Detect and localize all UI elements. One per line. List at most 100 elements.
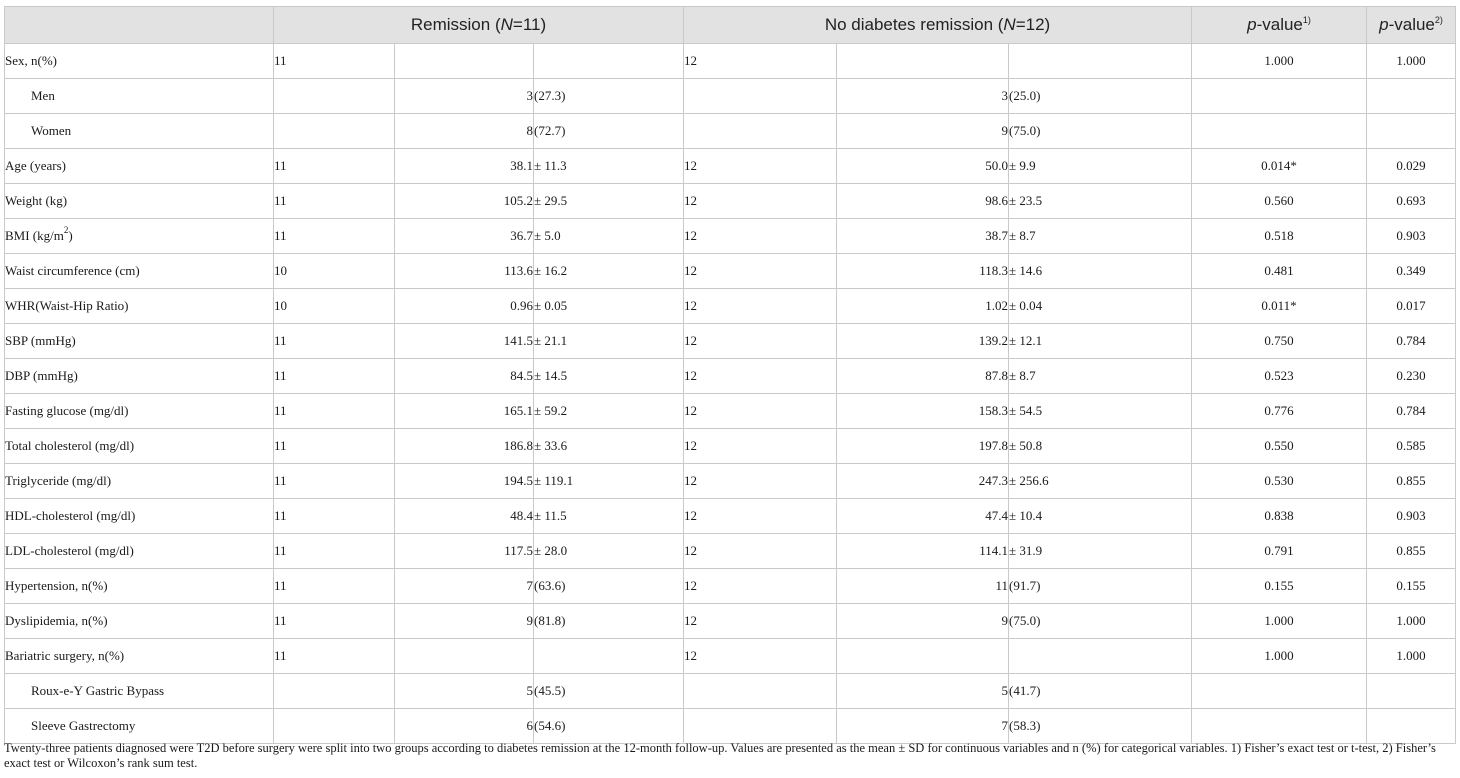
remission-n-cell: 11 bbox=[273, 638, 395, 674]
p-value-2-cell-text: 0.855 bbox=[1396, 542, 1426, 558]
no-remission-value-cell-text: 38.7 bbox=[985, 227, 1009, 243]
row-label-text: Triglyceride (mg/dl) bbox=[5, 472, 112, 488]
p-value-1-cell-text: 0.523 bbox=[1264, 367, 1294, 383]
remission-n-cell-text: 11 bbox=[274, 332, 287, 348]
no-remission-n-cell-text: 12 bbox=[684, 192, 698, 208]
no-remission-value-cell: 114.1 bbox=[836, 533, 1010, 569]
no-remission-spread-cell-text: (58.3) bbox=[1009, 717, 1041, 733]
no-remission-spread-cell-text: ± 23.5 bbox=[1009, 192, 1043, 208]
p-value-1-cell-text: 0.011* bbox=[1261, 297, 1297, 313]
p-value-1-cell bbox=[1191, 78, 1368, 114]
row-label-text: WHR(Waist-Hip Ratio) bbox=[5, 297, 129, 313]
p-value-1-cell-text: 1.000 bbox=[1264, 647, 1294, 663]
no-remission-n-cell-text: 12 bbox=[684, 647, 698, 663]
p-value-1-cell: 0.560 bbox=[1191, 183, 1368, 219]
table-row: Women 8 (72.7) 9 (75.0) bbox=[4, 113, 1457, 149]
row-label: Weight (kg) bbox=[4, 183, 274, 219]
remission-spread-cell-text: ± 33.6 bbox=[534, 437, 568, 453]
label-suffix: ) bbox=[68, 227, 73, 243]
no-remission-spread-cell: ± 12.1 bbox=[1008, 323, 1193, 359]
p-value-1-cell: 0.011* bbox=[1191, 288, 1368, 324]
no-remission-value-cell: 1.02 bbox=[836, 288, 1010, 324]
table-row: Bariatric surgery, n(%) 11 12 1.000 1.000 bbox=[4, 638, 1457, 674]
remission-spread-cell-text: ± 5.0 bbox=[534, 227, 561, 243]
p-value-1-cell: 0.523 bbox=[1191, 358, 1368, 394]
remission-value-cell-text: 7 bbox=[526, 577, 534, 593]
row-label: Fasting glucose (mg/dl) bbox=[4, 393, 274, 429]
no-remission-value-cell-text: 7 bbox=[1001, 717, 1009, 733]
remission-value-cell-text: 38.1 bbox=[510, 157, 533, 173]
p-value-1-cell: 1.000 bbox=[1191, 603, 1368, 639]
p-value-1-cell bbox=[1191, 708, 1368, 744]
p-value-2-cell bbox=[1366, 78, 1457, 114]
no-remission-value-cell-text: 247.3 bbox=[978, 472, 1009, 488]
remission-n-cell-text: 10 bbox=[274, 297, 287, 313]
remission-value-cell-text: 84.5 bbox=[510, 367, 533, 383]
no-remission-spread-cell-text: ± 0.04 bbox=[1009, 297, 1043, 313]
row-label: Age (years) bbox=[4, 148, 274, 184]
no-remission-value-cell-text: 114.1 bbox=[979, 542, 1009, 558]
p-value-1-cell-text: 0.791 bbox=[1264, 542, 1294, 558]
table-body: Sex, n(%) 11 12 1.000 1.000 Men 3 (27.3) 3 (25.0)… bbox=[4, 43, 1457, 744]
remission-spread-cell: ± 16.2 bbox=[532, 253, 685, 289]
remission-spread-cell-text: ± 59.2 bbox=[534, 402, 568, 418]
table-row: Sex, n(%) 11 12 1.000 1.000 bbox=[4, 43, 1457, 79]
no-remission-n-cell: 12 bbox=[683, 148, 838, 184]
no-remission-n-cell bbox=[683, 78, 838, 114]
remission-n-cell-text: 11 bbox=[274, 367, 287, 383]
no-remission-spread-cell-text: (75.0) bbox=[1009, 612, 1041, 628]
no-remission-n-cell-text: 12 bbox=[684, 52, 698, 68]
remission-spread-cell-text: (45.5) bbox=[534, 682, 566, 698]
remission-n-cell: 10 bbox=[273, 253, 395, 289]
remission-spread-cell: ± 29.5 bbox=[532, 183, 685, 219]
p-value-2-cell: 0.784 bbox=[1366, 393, 1457, 429]
table-row: Triglyceride (mg/dl) 11 194.5 ± 119.1 12 247.… bbox=[4, 463, 1457, 499]
remission-n-cell bbox=[273, 673, 395, 709]
row-label: Total cholesterol (mg/dl) bbox=[4, 428, 274, 464]
no-remission-n-cell: 12 bbox=[683, 183, 838, 219]
remission-value-cell-text: 5 bbox=[526, 682, 534, 698]
remission-n-cell: 11 bbox=[273, 463, 395, 499]
p-value-2-cell-text: 1.000 bbox=[1396, 52, 1426, 68]
remission-spread-cell: ± 5.0 bbox=[532, 218, 685, 254]
p-value-1-cell: 1.000 bbox=[1191, 43, 1368, 79]
no-remission-n-cell: 12 bbox=[683, 428, 838, 464]
no-remission-spread-cell: ± 8.7 bbox=[1008, 358, 1193, 394]
row-label-text: Age (years) bbox=[5, 157, 66, 173]
row-label-text: Waist circumference (cm) bbox=[5, 262, 140, 278]
no-remission-spread-cell: ± 31.9 bbox=[1008, 533, 1193, 569]
row-label: LDL-cholesterol (mg/dl) bbox=[4, 533, 274, 569]
row-label: Sex, n(%) bbox=[4, 43, 274, 79]
no-remission-spread-cell-text: ± 10.4 bbox=[1009, 507, 1043, 523]
p-value-2-cell-text: 1.000 bbox=[1396, 647, 1426, 663]
p-value-1-cell: 0.014* bbox=[1191, 148, 1368, 184]
remission-spread-cell: (27.3) bbox=[532, 78, 685, 114]
no-remission-value-cell-text: 50.0 bbox=[985, 157, 1009, 173]
p-value-2-cell-text: 0.230 bbox=[1396, 367, 1426, 383]
no-remission-value-cell: 5 bbox=[836, 673, 1010, 709]
no-remission-n-cell-text: 12 bbox=[684, 262, 698, 278]
remission-spread-cell-text: ± 11.3 bbox=[534, 157, 567, 173]
remission-spread-cell-text: ± 119.1 bbox=[534, 472, 574, 488]
remission-value-cell: 117.5 bbox=[394, 533, 534, 569]
p-value-2-cell-text: 0.855 bbox=[1396, 472, 1426, 488]
remission-value-cell-text: 165.1 bbox=[503, 402, 533, 418]
p-value-2-cell-text: 0.903 bbox=[1396, 227, 1426, 243]
remission-value-cell: 5 bbox=[394, 673, 534, 709]
header-no-remission: No diabetes remission (N=12) bbox=[683, 6, 1193, 44]
no-remission-n-cell: 12 bbox=[683, 568, 838, 604]
remission-value-cell: 8 bbox=[394, 113, 534, 149]
remission-n-cell-text: 11 bbox=[274, 402, 287, 418]
remission-n-cell-text: 11 bbox=[274, 542, 287, 558]
remission-n-cell-text: 11 bbox=[274, 227, 287, 243]
remission-value-cell-text: 6 bbox=[526, 717, 534, 733]
p-value-2-cell-text: 0.017 bbox=[1396, 297, 1426, 313]
p-value-2-cell: 0.855 bbox=[1366, 463, 1457, 499]
no-remission-n-cell-text: 12 bbox=[684, 367, 698, 383]
no-remission-n-cell: 12 bbox=[683, 218, 838, 254]
no-remission-n-cell: 12 bbox=[683, 288, 838, 324]
remission-n-cell-text: 11 bbox=[274, 472, 287, 488]
remission-value-cell: 9 bbox=[394, 603, 534, 639]
no-remission-value-cell: 7 bbox=[836, 708, 1010, 744]
remission-value-cell: 113.6 bbox=[394, 253, 534, 289]
